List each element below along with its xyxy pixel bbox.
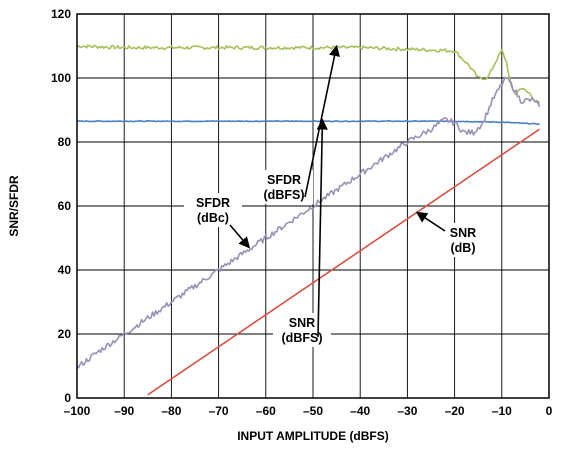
y-tick-label: 60	[58, 199, 72, 213]
series-layer	[76, 44, 541, 396]
annotation-label: SNR	[450, 226, 476, 240]
y-tick-label: 0	[64, 391, 71, 405]
annotation-label: SNR	[289, 316, 315, 330]
y-tick-label: 80	[58, 135, 72, 149]
series-line	[76, 120, 540, 126]
x-tick-label: –70	[209, 404, 229, 418]
x-tick-label: –20	[445, 404, 465, 418]
x-tick-label: 0	[546, 404, 553, 418]
y-tick-label: 40	[58, 263, 72, 277]
x-axis-title: INPUT AMPLITUDE (dBFS)	[237, 429, 389, 443]
series-line	[76, 44, 541, 105]
annotation: SFDR(dBc)	[184, 193, 251, 249]
x-tick-label: –40	[350, 404, 370, 418]
annotation-arrow	[229, 224, 251, 249]
annotation: SNR(dBFS)	[273, 118, 331, 347]
x-tick-label: –10	[492, 404, 512, 418]
x-tick-labels: –100 –90 –80 –70 –60 –50 –40 –30 –20 –10 0	[64, 404, 553, 418]
series-line	[76, 76, 541, 369]
annotation-label: SFDR	[267, 173, 301, 187]
x-tick-label: –30	[397, 404, 417, 418]
annotation-label: (dBFS)	[282, 331, 323, 345]
y-tick-label: 20	[58, 327, 72, 341]
y-tick-label: 100	[51, 71, 71, 85]
annotations: SFDR(dBFS)SNR(dBFS)SFDR(dBc)SNR(dB)	[184, 44, 492, 347]
y-axis-title: SNR/SFDR	[7, 175, 21, 237]
annotation-label: SFDR	[196, 196, 230, 210]
annotation-label: (dBc)	[197, 211, 229, 225]
annotation-arrow	[415, 211, 446, 232]
annotation: SFDR(dBFS)	[255, 44, 341, 204]
x-tick-label: –90	[114, 404, 134, 418]
series-line	[147, 128, 541, 396]
annotation-label: (dBFS)	[264, 188, 305, 202]
annotation-background	[255, 170, 313, 204]
grid-lines	[77, 14, 549, 398]
x-tick-label: –100	[64, 404, 91, 418]
plot-frame	[76, 13, 550, 399]
x-tick-label: –50	[303, 404, 323, 418]
annotation-background	[434, 223, 492, 257]
x-tick-label: –80	[161, 404, 181, 418]
annotation-arrow	[316, 118, 328, 338]
x-tick-label: –60	[256, 404, 276, 418]
annotation: SNR(dB)	[415, 211, 492, 257]
annotation-background	[184, 193, 242, 227]
y-tick-label: 120	[51, 7, 71, 21]
y-tick-labels: 0 20 40 60 80 100 120	[51, 7, 71, 405]
annotation-label: (dB)	[451, 241, 476, 255]
annotation-background	[273, 313, 331, 347]
